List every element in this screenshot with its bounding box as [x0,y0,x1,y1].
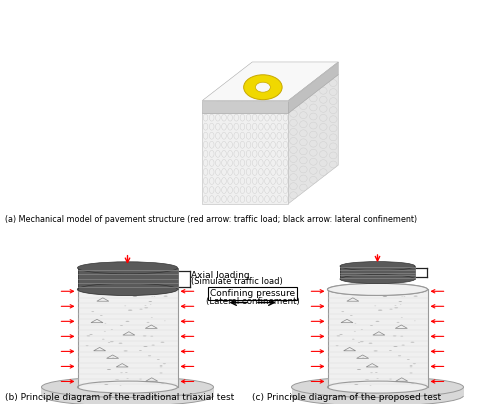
Ellipse shape [126,321,130,322]
Ellipse shape [160,342,164,343]
Text: (Simulate traffic load): (Simulate traffic load) [191,278,283,286]
Ellipse shape [164,296,168,297]
Ellipse shape [78,381,178,393]
Ellipse shape [157,359,160,360]
Polygon shape [202,101,288,113]
Text: Axial loading: Axial loading [191,271,250,280]
Polygon shape [78,289,178,387]
Ellipse shape [410,366,412,367]
Text: (Lateral confinement): (Lateral confinement) [206,297,300,305]
Ellipse shape [328,381,428,393]
Ellipse shape [78,283,178,295]
Polygon shape [288,62,338,113]
Ellipse shape [144,307,148,308]
Ellipse shape [104,384,108,385]
Ellipse shape [398,301,402,302]
Ellipse shape [244,75,282,100]
Ellipse shape [78,262,178,274]
Text: Confining pressure: Confining pressure [210,289,295,298]
Polygon shape [328,289,428,387]
Ellipse shape [144,346,148,347]
Polygon shape [202,113,288,204]
Ellipse shape [160,365,162,366]
Ellipse shape [340,262,415,271]
Ellipse shape [144,305,146,306]
Polygon shape [292,387,464,396]
Ellipse shape [99,382,101,383]
Ellipse shape [90,334,92,335]
Ellipse shape [292,385,464,404]
Ellipse shape [292,377,464,398]
Ellipse shape [120,372,123,373]
Ellipse shape [370,325,373,326]
Ellipse shape [125,372,128,373]
Polygon shape [202,62,338,101]
Ellipse shape [112,357,114,358]
Ellipse shape [407,359,410,360]
Ellipse shape [366,379,369,380]
Ellipse shape [410,372,412,373]
Ellipse shape [100,315,102,316]
Text: (b) Principle diagram of the traditional triaxial test: (b) Principle diagram of the traditional… [5,393,234,402]
Ellipse shape [414,296,418,297]
Polygon shape [288,75,338,204]
Ellipse shape [160,366,162,367]
Ellipse shape [120,325,123,326]
Ellipse shape [378,310,382,311]
Ellipse shape [42,377,214,398]
Ellipse shape [394,307,398,308]
Ellipse shape [328,283,428,295]
Ellipse shape [328,283,428,295]
Ellipse shape [354,384,358,385]
Ellipse shape [400,336,403,337]
Ellipse shape [116,379,119,380]
Ellipse shape [110,329,113,330]
Polygon shape [288,62,338,101]
Ellipse shape [376,321,380,322]
Ellipse shape [160,372,162,373]
Ellipse shape [78,283,178,295]
Ellipse shape [42,385,214,404]
Ellipse shape [389,350,392,351]
Ellipse shape [350,315,352,316]
Polygon shape [340,266,415,279]
Polygon shape [78,268,178,289]
Polygon shape [42,387,214,396]
Ellipse shape [128,310,132,311]
Ellipse shape [340,275,415,284]
Ellipse shape [360,341,364,342]
Ellipse shape [410,365,412,366]
Ellipse shape [360,329,363,330]
Ellipse shape [256,82,270,92]
Ellipse shape [382,296,387,297]
Ellipse shape [132,296,137,297]
Ellipse shape [107,369,111,370]
Ellipse shape [342,311,344,312]
Ellipse shape [394,305,396,306]
Ellipse shape [394,292,398,293]
Ellipse shape [148,301,152,302]
Ellipse shape [375,372,378,373]
Ellipse shape [370,372,373,373]
Ellipse shape [349,382,351,383]
Ellipse shape [410,342,414,343]
Polygon shape [202,75,338,113]
Ellipse shape [110,341,114,342]
Ellipse shape [139,350,142,351]
Ellipse shape [86,345,88,346]
Ellipse shape [92,311,94,312]
Ellipse shape [394,346,398,347]
Text: (a) Mechanical model of pavement structure (red arrow: traffic load; black arrow: (a) Mechanical model of pavement structu… [5,215,417,224]
Ellipse shape [150,336,153,337]
Polygon shape [202,62,338,101]
Ellipse shape [362,357,364,358]
Ellipse shape [357,369,361,370]
Ellipse shape [144,292,148,293]
Ellipse shape [340,334,342,335]
Text: (c) Principle diagram of the proposed test: (c) Principle diagram of the proposed te… [252,393,442,402]
Ellipse shape [336,345,338,346]
